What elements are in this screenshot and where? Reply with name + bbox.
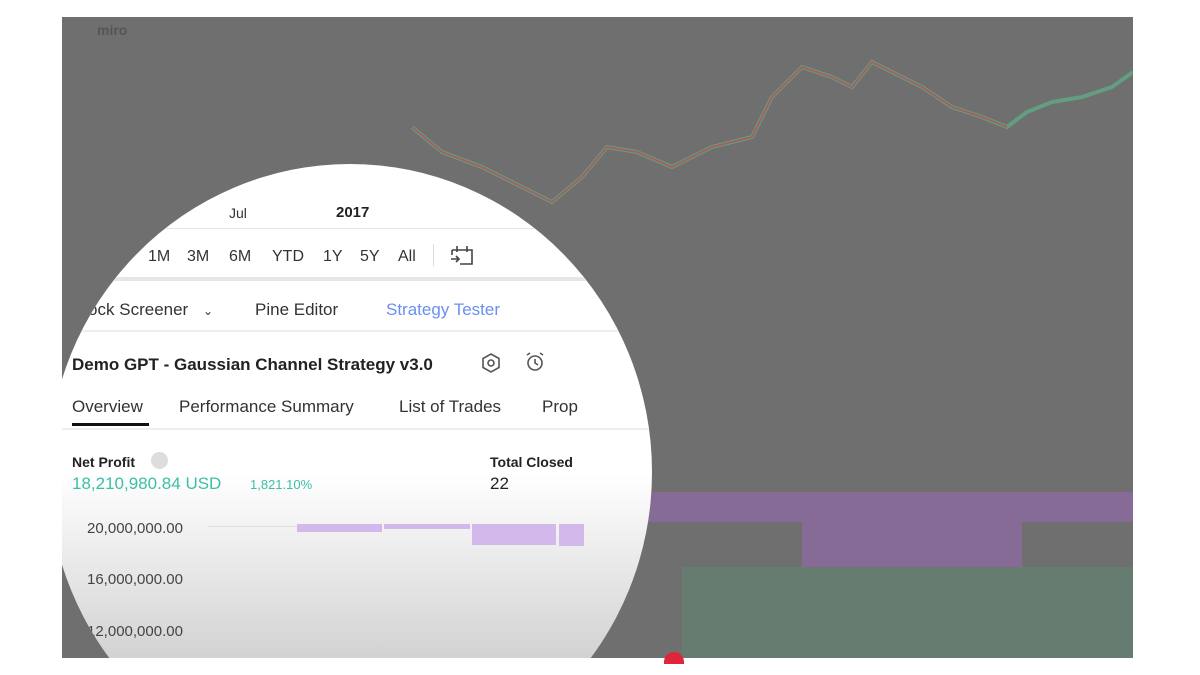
equity-line [208,526,298,527]
range-ytd[interactable]: YTD [272,248,304,265]
drawdown-area [582,492,1133,522]
total-closed-label: Total Closed [490,454,573,470]
range-3m[interactable]: 3M [187,248,210,265]
price-line-red [411,60,1008,204]
alarm-clock-icon[interactable] [523,350,547,374]
price-line [410,59,1133,205]
drawdown-bar [472,524,556,545]
video-progress-handle[interactable] [664,652,684,664]
equity-axis-label: 12,000,000.00 [87,623,183,640]
tab-list-of-trades[interactable]: List of Trades [399,397,502,416]
background-price-chart: miro [97,22,1133,658]
magnifier-lens: 2016 Jul 2017 1D 5D 1M 3M 6M YTD 1Y 5Y A… [62,164,652,658]
equity-area [682,567,1133,658]
settings-icon[interactable] [480,352,502,374]
tab-performance-summary[interactable]: Performance Summary [179,397,354,416]
nav-strategy-tester[interactable]: Strategy Tester [386,300,501,319]
net-profit-percent: 1,821.10% [250,477,313,492]
app-logo: miro [97,22,127,38]
tab-properties[interactable]: Prop [542,397,578,416]
active-tab-indicator [72,423,149,426]
info-icon[interactable] [151,452,168,469]
range-1m[interactable]: 1M [148,248,171,265]
net-profit-label: Net Profit [72,454,135,470]
strategy-title: Demo GPT - Gaussian Channel Strategy v3.… [72,355,433,374]
range-1y[interactable]: 1Y [323,248,343,265]
equity-axis-label: 20,000,000.00 [87,520,183,537]
drawdown-bar [559,524,584,546]
time-label: Jul [229,205,247,221]
date-range-calendar-icon[interactable] [448,242,476,268]
equity-axis-label: 16,000,000.00 [87,571,183,588]
tab-overview[interactable]: Overview [72,397,143,416]
range-6m[interactable]: 6M [229,248,252,265]
video-frame: miro 2016 Jul 2017 1D 5D 1M 3M 6M YTD 1Y… [62,17,1133,658]
drawdown-area [802,522,1022,567]
net-profit-value: 18,210,980.84 USD [72,474,222,493]
nav-stock-screener[interactable]: Stock Screener ⌄ [72,300,214,319]
drawdown-bar [384,524,470,529]
chevron-down-icon: ⌄ [202,304,214,318]
time-label: 2017 [336,204,370,221]
range-5y[interactable]: 5Y [360,248,380,265]
nav-pine-editor[interactable]: Pine Editor [255,300,339,319]
range-all[interactable]: All [398,248,416,265]
total-closed-value: 22 [490,474,509,493]
drawdown-bar [297,524,382,532]
